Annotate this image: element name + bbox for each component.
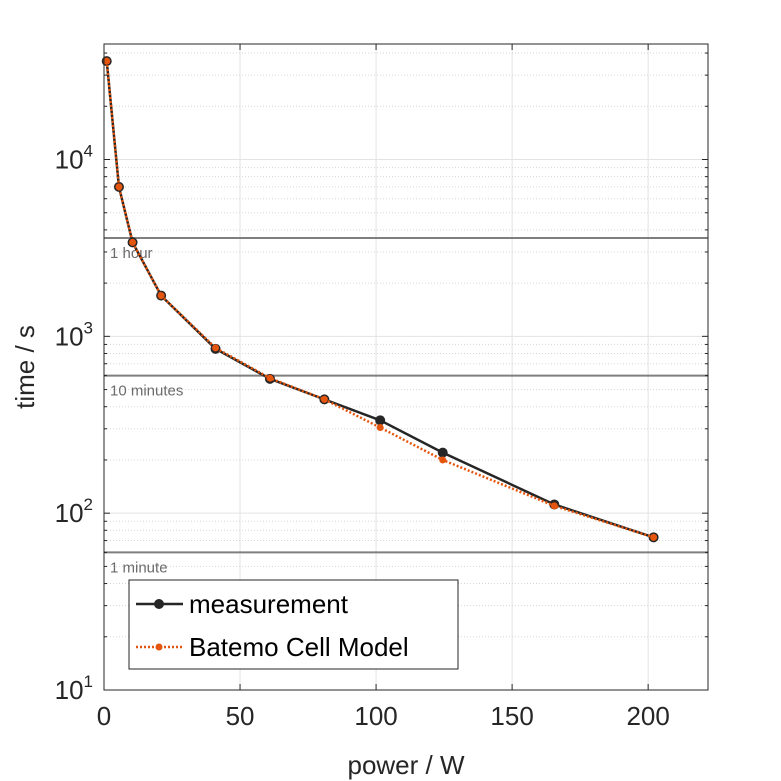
data-point-batemo-model <box>212 344 220 352</box>
data-point-batemo-model <box>439 456 447 464</box>
data-point-batemo-model <box>376 424 384 432</box>
reference-line-label: 1 minute <box>110 559 168 576</box>
data-point-measurement <box>437 447 448 458</box>
x-axis-label: power / W <box>347 750 464 780</box>
legend-marker-batemo <box>155 643 163 651</box>
series-layer <box>101 56 659 543</box>
legend-label-batemo: Batemo Cell Model <box>189 632 409 662</box>
data-point-batemo-model <box>650 533 658 541</box>
x-tick-label: 100 <box>354 701 397 731</box>
reference-line-label: 10 minutes <box>110 383 183 400</box>
reference-lines: 1 hour 10 minutes 1 minute <box>104 236 708 576</box>
legend-marker-measurement <box>154 599 164 609</box>
y-tick-label: 104 <box>55 142 93 175</box>
x-tick-label: 200 <box>626 701 669 731</box>
x-tick-label: 50 <box>226 701 255 731</box>
data-point-batemo-model <box>103 57 111 65</box>
data-point-batemo-model <box>129 238 137 246</box>
data-point-batemo-model <box>550 502 558 510</box>
legend: measurement Batemo Cell Model <box>128 579 459 670</box>
y-tick-label: 103 <box>55 318 93 351</box>
data-point-batemo-model <box>115 183 123 191</box>
x-tick-label: 150 <box>490 701 533 731</box>
data-point-batemo-model <box>266 374 274 382</box>
legend-label-measurement: measurement <box>189 589 349 619</box>
y-tick-label: 102 <box>55 495 93 528</box>
data-point-batemo-model <box>157 292 165 300</box>
data-point-batemo-model <box>320 395 328 403</box>
y-tick-label: 101 <box>55 672 93 705</box>
y-axis-label: time / s <box>10 325 40 409</box>
legend-box <box>128 579 459 670</box>
plot-frame <box>103 43 709 691</box>
reference-line-label: 1 hour <box>110 245 153 262</box>
data-point-measurement <box>375 415 386 426</box>
x-tick-label: 0 <box>97 701 111 731</box>
axis-ticks: 0 50 100 150 200 101 102 103 104 <box>55 44 708 731</box>
